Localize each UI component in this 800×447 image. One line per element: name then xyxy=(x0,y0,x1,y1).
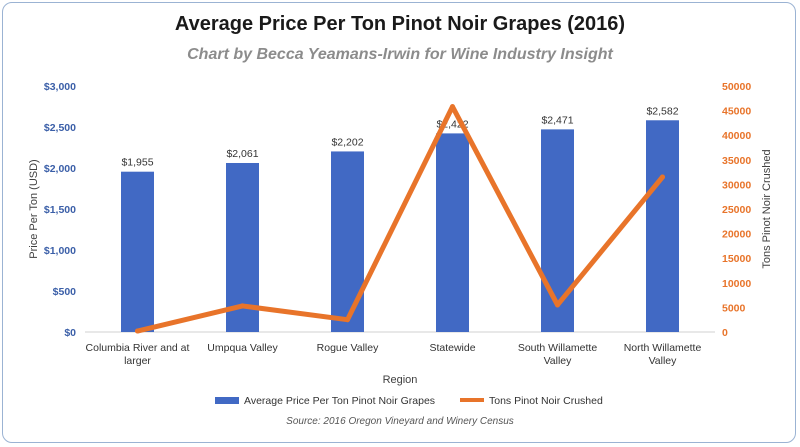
y2-tick-label: 35000 xyxy=(722,155,751,167)
line-series-path xyxy=(135,104,665,334)
y2-tick-label: 0 xyxy=(722,327,728,339)
category-label: Rogue Valley xyxy=(317,342,379,354)
bar-data-label: $2,202 xyxy=(331,136,363,148)
x-axis-label: Region xyxy=(383,374,418,386)
legend: Average Price Per Ton Pinot Noir Grapes … xyxy=(215,395,603,407)
legend-label-bar: Average Price Per Ton Pinot Noir Grapes xyxy=(244,395,435,407)
y-axis-label: Price Per Ton (USD) xyxy=(28,159,40,258)
bar-data-label: $2,471 xyxy=(541,114,573,126)
line-point xyxy=(450,104,455,110)
category-label: Umpqua Valley xyxy=(207,342,278,354)
y2-tick-label: 50000 xyxy=(722,81,751,93)
line-point xyxy=(135,328,140,334)
category-label: Columbia River and at larger xyxy=(86,342,190,367)
bar xyxy=(541,129,574,332)
right-axis: 0 5000 10000 15000 20000 25000 30000 35000 40000… xyxy=(722,81,751,339)
bar-series xyxy=(121,120,679,332)
y2-tick-label: 45000 xyxy=(722,106,751,118)
y2-tick-label: 10000 xyxy=(722,278,751,290)
category-label: Statewide xyxy=(429,342,475,354)
category-labels: Columbia River and at larger Umpqua Valley… xyxy=(86,342,702,367)
line-point xyxy=(660,174,665,180)
line-point xyxy=(240,303,245,309)
legend-label-line: Tons Pinot Noir Crushed xyxy=(489,395,603,407)
bar xyxy=(121,171,154,332)
y-tick-label: $2,500 xyxy=(44,122,76,134)
bar-data-label: $2,061 xyxy=(226,148,258,160)
bar xyxy=(646,120,679,332)
category-label: South Willamette Valley xyxy=(518,342,598,367)
line-point xyxy=(555,302,560,308)
bar-data-label: $1,955 xyxy=(121,157,153,169)
y-tick-label: $1,500 xyxy=(44,204,76,216)
y2-axis-label: Tons Pinot Noir Crushed xyxy=(761,149,773,268)
y-tick-label: $1,000 xyxy=(44,245,76,257)
line-series xyxy=(135,104,665,334)
chart-subtitle: Chart by Becca Yeamans-Irwin for Wine In… xyxy=(187,46,613,63)
y2-tick-label: 15000 xyxy=(722,253,751,265)
bar xyxy=(436,133,469,332)
legend-swatch-bar xyxy=(215,397,239,404)
y2-tick-label: 25000 xyxy=(722,204,751,216)
chart-title: Average Price Per Ton Pinot Noir Grapes … xyxy=(175,13,625,35)
line-point xyxy=(345,317,350,323)
y-tick-label: $500 xyxy=(53,286,77,298)
y2-tick-label: 40000 xyxy=(722,130,751,142)
y2-tick-label: 20000 xyxy=(722,229,751,241)
y-tick-label: $0 xyxy=(64,327,76,339)
bar-data-labels: $1,955$2,061$2,202$2,422 $2,471$2,582 xyxy=(121,105,678,168)
y2-tick-label: 30000 xyxy=(722,179,751,191)
bar xyxy=(331,151,364,332)
bar-data-label: $2,582 xyxy=(646,105,678,117)
left-axis: $0 $500 $1,000 $1,500 $2,000 $2,500 $3,000 xyxy=(44,81,76,339)
source-note: Source: 2016 Oregon Vineyard and Winery … xyxy=(286,416,514,427)
y-tick-label: $3,000 xyxy=(44,81,76,93)
category-label: North Willamette Valley xyxy=(624,342,702,367)
y2-tick-label: 5000 xyxy=(722,302,746,314)
y-tick-label: $2,000 xyxy=(44,163,76,175)
